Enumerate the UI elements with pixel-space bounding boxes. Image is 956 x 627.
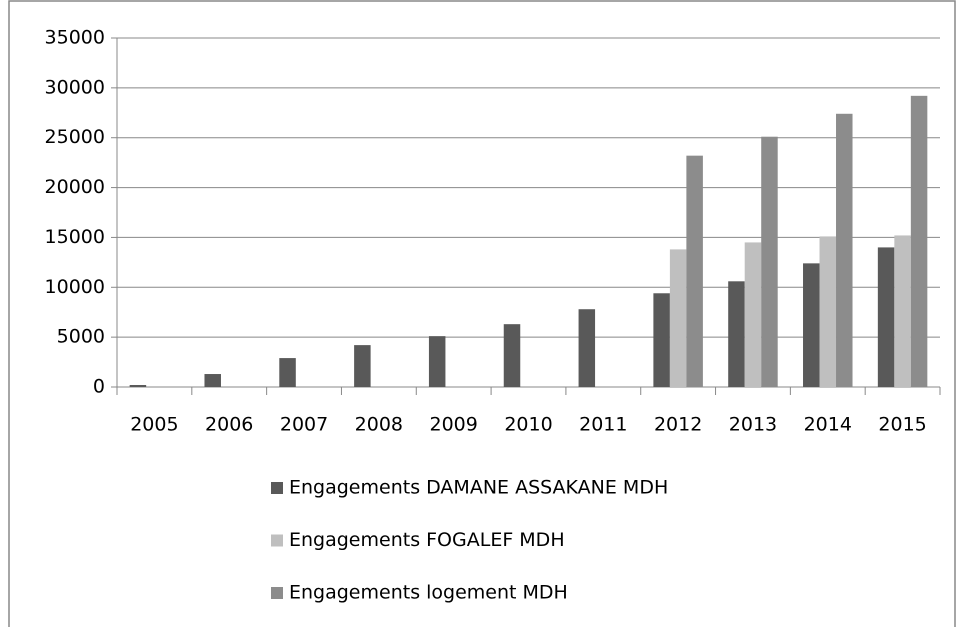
bar (204, 374, 221, 387)
legend-swatch (271, 534, 283, 547)
bar (728, 281, 745, 387)
x-tick-label: 2012 (654, 414, 702, 436)
y-tick-label: 20000 (45, 176, 105, 198)
y-tick-label: 25000 (45, 126, 105, 148)
bar (653, 293, 670, 387)
bar (910, 95, 928, 387)
bar (578, 309, 596, 387)
bar (129, 385, 147, 387)
y-tick-label: 10000 (45, 276, 105, 298)
x-tick-label: 2011 (579, 414, 627, 436)
bar (761, 136, 778, 387)
y-tick-label: 30000 (45, 76, 105, 98)
bar (279, 358, 296, 387)
x-tick-label: 2014 (804, 414, 852, 436)
x-tick-label: 2005 (130, 414, 178, 436)
bar (819, 236, 837, 387)
legend-swatch (271, 482, 283, 494)
bar (803, 263, 820, 387)
legend-swatch (271, 587, 283, 599)
bar (686, 155, 703, 387)
y-tick-label: 0 (93, 376, 105, 398)
y-tick-label: 5000 (57, 326, 105, 348)
bar (836, 113, 853, 387)
x-tick-label: 2009 (430, 414, 478, 436)
legend-label: Engagements DAMANE ASSAKANE MDH (289, 477, 668, 499)
bar (503, 324, 521, 387)
chart-border (8, 0, 956, 627)
bar (428, 336, 446, 387)
bar (744, 242, 762, 387)
legend-label: Engagements FOGALEF MDH (289, 529, 565, 551)
x-tick-label: 2007 (280, 414, 328, 436)
bar (877, 247, 895, 387)
y-tick-label: 35000 (45, 27, 105, 49)
x-tick-label: 2008 (355, 414, 403, 436)
bar (894, 235, 911, 387)
x-tick-label: 2013 (729, 414, 777, 436)
x-tick-label: 2015 (878, 414, 926, 436)
bar (669, 249, 687, 387)
bar (354, 345, 371, 387)
y-tick-label: 15000 (45, 226, 105, 248)
x-tick-label: 2010 (504, 414, 552, 436)
legend-label: Engagements logement MDH (289, 582, 568, 604)
x-tick-label: 2006 (205, 414, 253, 436)
